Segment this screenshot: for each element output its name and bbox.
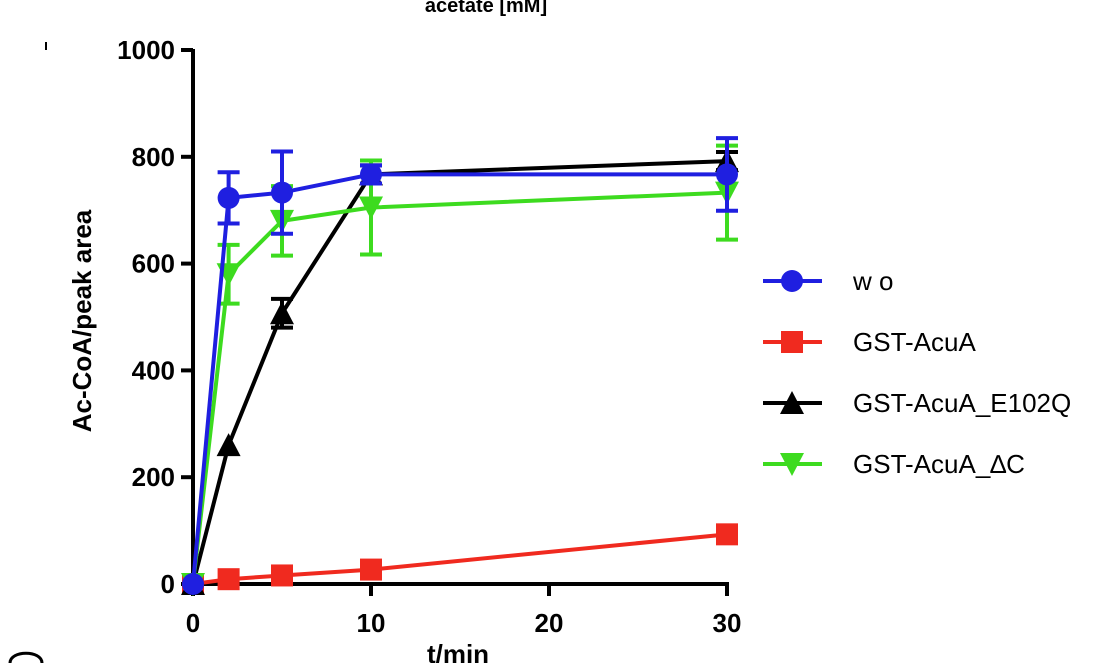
plot-area: 0 200 400 600 800 1000 0 10 20 30	[117, 35, 741, 638]
panel-letter-fragment	[8, 651, 44, 663]
legend-item-w-o: w o	[763, 266, 893, 296]
data-point	[271, 564, 293, 587]
legend-item-gst-acua-c: GST-AcuA_∆C	[763, 449, 1025, 479]
data-point	[217, 186, 240, 209]
series-gst-acua-e102q	[181, 149, 739, 595]
legend-label: GST-AcuA_E102Q	[853, 388, 1071, 418]
series-gst-acua	[182, 523, 738, 595]
y-tick-label: 0	[161, 569, 175, 599]
series-line	[191, 172, 727, 585]
legend: w o GST-AcuA GST-AcuA_E102Q GST-AcuA_∆C	[763, 266, 1071, 479]
series-gst-acua-c	[181, 143, 739, 596]
x-axis-title: t/min	[427, 639, 489, 663]
legend-label: GST-AcuA	[853, 327, 976, 357]
legend-label: w o	[852, 266, 893, 296]
data-point	[270, 301, 294, 325]
x-tick-label: 0	[186, 608, 200, 638]
data-point	[716, 163, 738, 186]
y-tick-label: 400	[132, 355, 175, 385]
y-axis-title: Ac-CoA/peak area	[67, 209, 97, 432]
legend-label: GST-AcuA_∆C	[853, 449, 1025, 479]
data-point	[359, 196, 383, 220]
legend-item-gst-acua: GST-AcuA	[763, 327, 976, 357]
x-tick-label: 30	[713, 608, 742, 638]
y-tick-label: 1000	[117, 35, 175, 65]
data-point	[217, 568, 240, 591]
legend-marker	[780, 453, 804, 476]
x-tick-label: 20	[535, 608, 564, 638]
legend-marker	[780, 391, 804, 414]
y-tick-label: 200	[132, 462, 175, 492]
data-point	[360, 558, 382, 581]
legend-marker	[781, 331, 803, 353]
data-point	[182, 573, 204, 595]
chart-title: acetate [mM]	[425, 0, 547, 17]
legend-item-gst-acua-e102q: GST-AcuA_E102Q	[763, 388, 1071, 418]
data-point	[271, 181, 293, 204]
data-point	[716, 523, 738, 546]
data-point	[360, 163, 382, 186]
data-point	[216, 433, 241, 457]
legend-marker	[781, 270, 803, 292]
y-tick-label: 600	[132, 249, 175, 279]
y-tick-label: 800	[132, 142, 175, 172]
series-line	[191, 159, 728, 585]
series-w-o	[182, 136, 738, 595]
x-tick-label: 10	[357, 608, 386, 638]
series-line	[191, 190, 728, 585]
